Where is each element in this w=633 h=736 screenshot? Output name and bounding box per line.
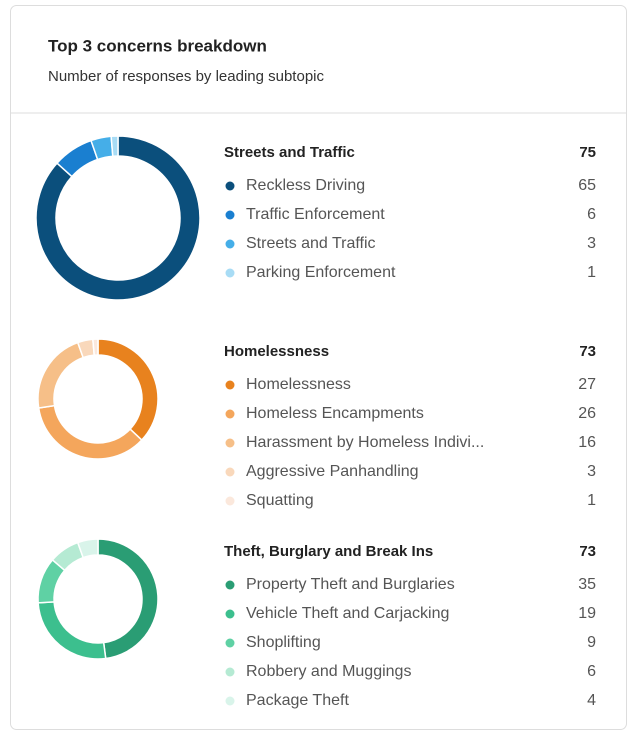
legend-label: Streets and Traffic <box>246 235 376 252</box>
legend-label: Homelessness <box>246 376 351 393</box>
legend-value: 26 <box>578 405 596 422</box>
legend-dot <box>225 268 235 278</box>
legend-value: 6 <box>587 206 596 223</box>
legend-value: 1 <box>587 264 596 281</box>
legend-dot <box>225 467 235 477</box>
donut-segment <box>110 135 119 158</box>
legend-value: 3 <box>587 235 596 252</box>
group-total: 73 <box>579 543 596 560</box>
legend-dot <box>225 609 235 619</box>
legend-dot <box>225 380 235 390</box>
group-title: Homelessness <box>224 343 329 360</box>
legend-value: 6 <box>587 663 596 680</box>
legend-label: Property Theft and Burglaries <box>246 576 455 593</box>
legend-value: 27 <box>578 376 596 393</box>
legend-dot <box>225 239 235 249</box>
legend-label: Shoplifting <box>246 634 321 651</box>
legend-value: 4 <box>587 692 596 709</box>
group-title: Theft, Burglary and Break Ins <box>224 543 433 560</box>
legend-value: 9 <box>587 634 596 651</box>
legend-label: Parking Enforcement <box>246 264 396 281</box>
legend-label: Package Theft <box>246 692 349 709</box>
legend-dot <box>225 409 235 419</box>
legend-label: Robbery and Muggings <box>246 663 411 680</box>
legend-dot <box>225 667 235 677</box>
donut-segment <box>35 135 201 301</box>
donut-segment <box>92 338 99 356</box>
legend-dot <box>225 496 235 506</box>
legend-label: Reckless Driving <box>246 177 365 194</box>
legend-label: Aggressive Panhandling <box>246 463 419 480</box>
group-title: Streets and Traffic <box>224 144 355 161</box>
card-title: Top 3 concerns breakdown <box>48 36 267 55</box>
legend-label: Traffic Enforcement <box>246 206 385 223</box>
legend-dot <box>225 580 235 590</box>
legend-value: 1 <box>587 492 596 509</box>
legend-label: Homeless Encampments <box>246 405 424 422</box>
legend-value: 3 <box>587 463 596 480</box>
group-total: 73 <box>579 343 596 360</box>
card-subtitle: Number of responses by leading subtopic <box>48 68 324 85</box>
legend-value: 19 <box>578 605 596 622</box>
legend-value: 65 <box>578 177 596 194</box>
card-border <box>10 5 627 730</box>
group-total: 75 <box>579 144 596 161</box>
legend-dot <box>225 438 235 448</box>
legend-dot <box>225 210 235 220</box>
legend-dot <box>225 181 235 191</box>
legend-label: Vehicle Theft and Carjacking <box>246 605 449 622</box>
legend-label: Squatting <box>246 492 314 509</box>
legend-dot <box>225 638 235 648</box>
legend-dot <box>225 696 235 706</box>
donut-segment <box>97 538 159 660</box>
legend-value: 16 <box>578 434 596 451</box>
legend-value: 35 <box>578 576 596 593</box>
donut-segment <box>76 538 99 559</box>
legend-label: Harassment by Homeless Indivi... <box>246 434 484 451</box>
